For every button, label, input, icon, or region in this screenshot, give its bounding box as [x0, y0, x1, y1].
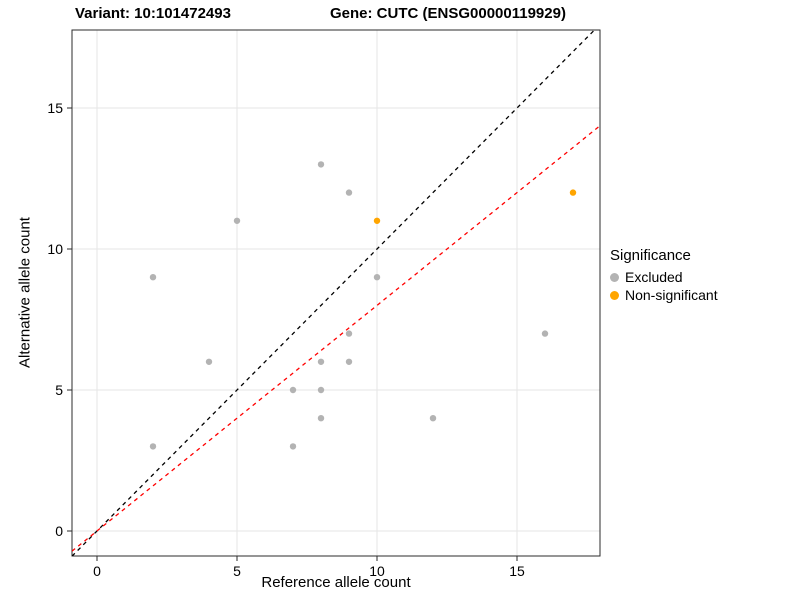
data-point-excluded: [289, 386, 297, 394]
data-point-excluded: [345, 330, 353, 337]
data-point-excluded: [149, 443, 157, 450]
legend-entry-non-significant: Non-significant: [610, 287, 718, 303]
non-significant-swatch-icon: [610, 290, 619, 300]
plot-title-variant: Variant: 10:101472493: [75, 5, 231, 22]
legend-entry-excluded: Excluded: [610, 269, 718, 285]
excluded-swatch-icon: [610, 272, 619, 282]
x-tick-label: 15: [509, 563, 525, 579]
y-tick-label: 10: [47, 241, 63, 257]
data-point-excluded: [317, 161, 325, 168]
x-tick-label: 5: [233, 563, 241, 579]
y-tick-label: 0: [55, 523, 63, 539]
data-point-excluded: [289, 443, 297, 450]
data-point-excluded: [233, 217, 241, 224]
legend-title: Significance: [610, 247, 691, 264]
data-point-excluded: [205, 358, 213, 365]
data-point-non-significant: [373, 217, 381, 224]
identity-line: [72, 30, 596, 556]
data-point-excluded: [317, 386, 325, 394]
y-tick-label: 5: [55, 382, 63, 398]
data-point-excluded: [345, 358, 353, 365]
y-tick-label: 15: [47, 100, 63, 116]
data-point-non-significant: [569, 189, 577, 196]
legend-entry-label: Non-significant: [625, 287, 718, 303]
plot-title-gene: Gene: CUTC (ENSG00000119929): [330, 5, 566, 22]
data-point-excluded: [149, 273, 157, 281]
x-axis-label: Reference allele count: [261, 574, 411, 591]
data-point-excluded: [345, 189, 353, 196]
data-point-excluded: [317, 358, 325, 365]
data-point-excluded: [373, 273, 381, 281]
data-point-excluded: [541, 330, 549, 337]
y-axis-label: Alternative allele count: [16, 217, 34, 368]
data-point-excluded: [317, 414, 325, 422]
x-tick-label: 10: [369, 563, 385, 579]
fit-line: [72, 125, 600, 552]
legend: Significance Excluded Non-significant: [610, 247, 718, 305]
x-tick-label: 0: [93, 563, 101, 579]
legend-entry-label: Excluded: [625, 269, 683, 285]
panel-border: [71, 29, 601, 557]
data-point-excluded: [429, 414, 437, 422]
